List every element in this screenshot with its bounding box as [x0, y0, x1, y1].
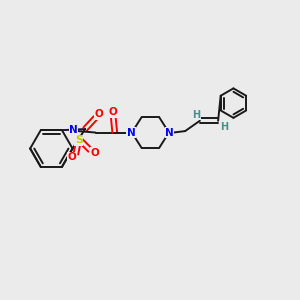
Text: O: O	[95, 109, 103, 119]
Text: N: N	[165, 128, 174, 138]
Text: N: N	[69, 124, 78, 135]
Text: H: H	[192, 110, 200, 120]
Text: S: S	[75, 135, 83, 145]
Text: N: N	[127, 128, 136, 138]
Text: H: H	[220, 122, 228, 132]
Text: O: O	[109, 107, 118, 117]
Text: O: O	[90, 148, 99, 158]
Text: O: O	[67, 152, 76, 162]
